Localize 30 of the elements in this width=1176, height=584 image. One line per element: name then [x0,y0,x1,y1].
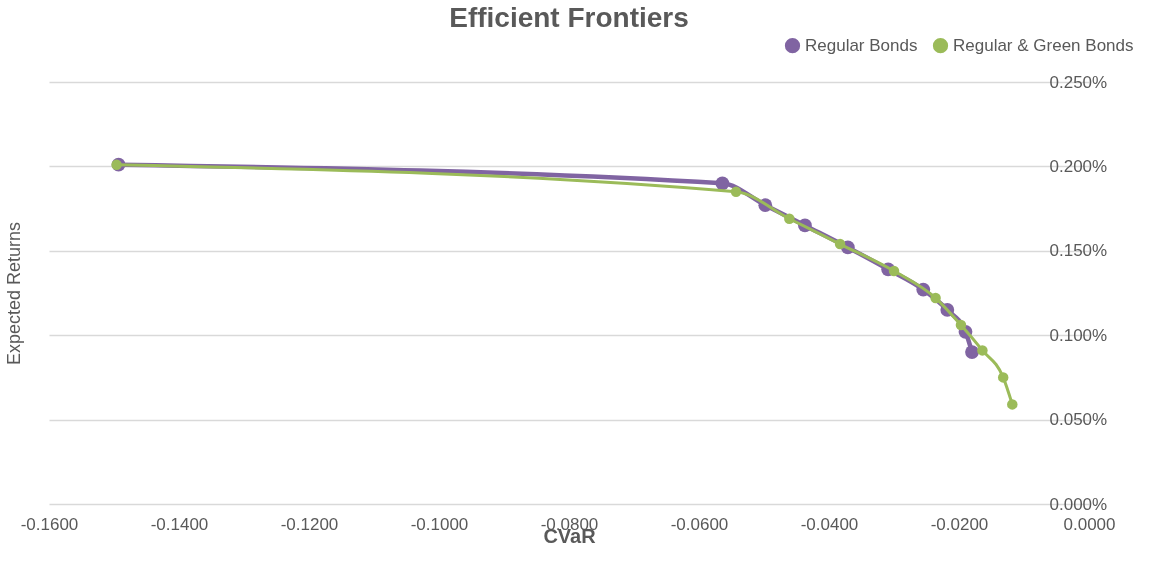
legend-label: Regular & Green Bonds [953,35,1134,55]
point [930,292,941,304]
y-tick-label: 0.100% [1049,325,1108,345]
point [965,345,979,359]
x-tick-label: -0.1600 [20,514,79,534]
point [888,265,900,277]
y-tick-label: 0.200% [1049,156,1108,176]
x-tick-label: -0.0600 [670,514,729,534]
y-tick-label: 0.250% [1049,72,1108,92]
point [834,238,846,250]
point [784,213,795,224]
x-tick-label: -0.1200 [280,514,339,534]
x-tick-label: -0.1400 [150,514,209,534]
y-axis-title: Expected Returns [3,221,24,366]
y-tick-label: 0.000% [1049,494,1108,514]
point [730,186,742,197]
point [955,319,967,331]
point [997,372,1009,383]
point [977,345,988,356]
chart-title: Efficient Frontiers [449,2,689,33]
point [715,176,730,191]
point [111,159,122,170]
x-tick-label: -0.0200 [930,514,989,534]
y-tick-label: 0.150% [1049,241,1108,261]
x-tick-label: 0.0000 [1063,514,1116,534]
point [1007,399,1018,410]
x-tick-label: -0.1000 [410,514,469,534]
y-tick-label: 0.050% [1049,410,1108,430]
x-tick-label: -0.0400 [800,514,859,534]
legend-label: Regular Bonds [805,35,918,55]
